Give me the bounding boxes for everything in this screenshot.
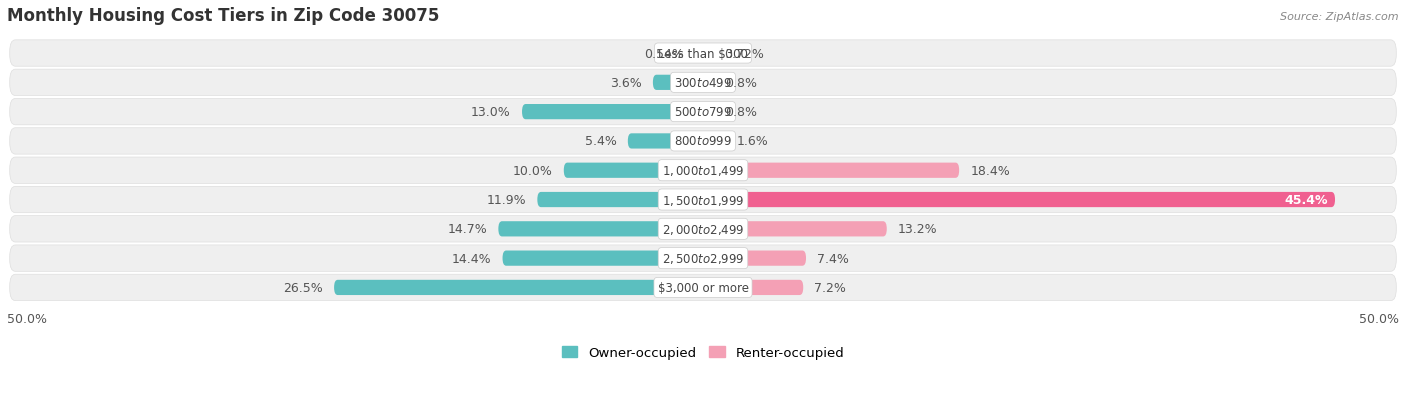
Text: $3,000 or more: $3,000 or more bbox=[658, 281, 748, 294]
Text: Source: ZipAtlas.com: Source: ZipAtlas.com bbox=[1281, 12, 1399, 22]
Text: 11.9%: 11.9% bbox=[486, 194, 526, 206]
FancyBboxPatch shape bbox=[703, 163, 959, 178]
FancyBboxPatch shape bbox=[10, 41, 1396, 67]
FancyBboxPatch shape bbox=[703, 251, 806, 266]
FancyBboxPatch shape bbox=[537, 192, 703, 208]
Text: 14.4%: 14.4% bbox=[451, 252, 492, 265]
FancyBboxPatch shape bbox=[703, 46, 713, 62]
Text: 7.4%: 7.4% bbox=[817, 252, 849, 265]
Text: 7.2%: 7.2% bbox=[814, 281, 846, 294]
Text: $2,000 to $2,499: $2,000 to $2,499 bbox=[662, 222, 744, 236]
FancyBboxPatch shape bbox=[10, 158, 1396, 184]
Text: 3.6%: 3.6% bbox=[610, 77, 641, 90]
Text: 50.0%: 50.0% bbox=[1360, 313, 1399, 325]
FancyBboxPatch shape bbox=[10, 128, 1396, 155]
FancyBboxPatch shape bbox=[703, 105, 714, 120]
Text: 5.4%: 5.4% bbox=[585, 135, 617, 148]
Text: 50.0%: 50.0% bbox=[7, 313, 46, 325]
FancyBboxPatch shape bbox=[703, 76, 714, 91]
FancyBboxPatch shape bbox=[10, 275, 1396, 301]
Text: 1.6%: 1.6% bbox=[737, 135, 768, 148]
FancyBboxPatch shape bbox=[502, 251, 703, 266]
Text: $800 to $999: $800 to $999 bbox=[673, 135, 733, 148]
Text: 18.4%: 18.4% bbox=[970, 164, 1010, 177]
Text: 0.72%: 0.72% bbox=[724, 47, 763, 60]
FancyBboxPatch shape bbox=[628, 134, 703, 149]
FancyBboxPatch shape bbox=[703, 192, 1336, 208]
FancyBboxPatch shape bbox=[10, 216, 1396, 242]
Text: 13.2%: 13.2% bbox=[898, 223, 938, 236]
FancyBboxPatch shape bbox=[335, 280, 703, 295]
Text: $1,000 to $1,499: $1,000 to $1,499 bbox=[662, 164, 744, 178]
FancyBboxPatch shape bbox=[498, 222, 703, 237]
FancyBboxPatch shape bbox=[652, 76, 703, 91]
Text: 45.4%: 45.4% bbox=[1285, 194, 1329, 206]
FancyBboxPatch shape bbox=[564, 163, 703, 178]
FancyBboxPatch shape bbox=[10, 99, 1396, 126]
FancyBboxPatch shape bbox=[522, 105, 703, 120]
FancyBboxPatch shape bbox=[703, 280, 803, 295]
Text: 10.0%: 10.0% bbox=[513, 164, 553, 177]
Text: $2,500 to $2,999: $2,500 to $2,999 bbox=[662, 252, 744, 266]
Text: 0.8%: 0.8% bbox=[725, 77, 758, 90]
Legend: Owner-occupied, Renter-occupied: Owner-occupied, Renter-occupied bbox=[557, 341, 849, 364]
FancyBboxPatch shape bbox=[696, 46, 703, 62]
FancyBboxPatch shape bbox=[10, 70, 1396, 96]
Text: Monthly Housing Cost Tiers in Zip Code 30075: Monthly Housing Cost Tiers in Zip Code 3… bbox=[7, 7, 439, 25]
Text: Less than $300: Less than $300 bbox=[658, 47, 748, 60]
Text: $300 to $499: $300 to $499 bbox=[673, 77, 733, 90]
FancyBboxPatch shape bbox=[10, 187, 1396, 213]
Text: 0.8%: 0.8% bbox=[725, 106, 758, 119]
Text: 14.7%: 14.7% bbox=[447, 223, 488, 236]
FancyBboxPatch shape bbox=[10, 245, 1396, 272]
Text: 0.54%: 0.54% bbox=[644, 47, 685, 60]
FancyBboxPatch shape bbox=[703, 134, 725, 149]
Text: 26.5%: 26.5% bbox=[283, 281, 323, 294]
FancyBboxPatch shape bbox=[703, 222, 887, 237]
Text: $1,500 to $1,999: $1,500 to $1,999 bbox=[662, 193, 744, 207]
Text: $500 to $799: $500 to $799 bbox=[673, 106, 733, 119]
Text: 13.0%: 13.0% bbox=[471, 106, 510, 119]
